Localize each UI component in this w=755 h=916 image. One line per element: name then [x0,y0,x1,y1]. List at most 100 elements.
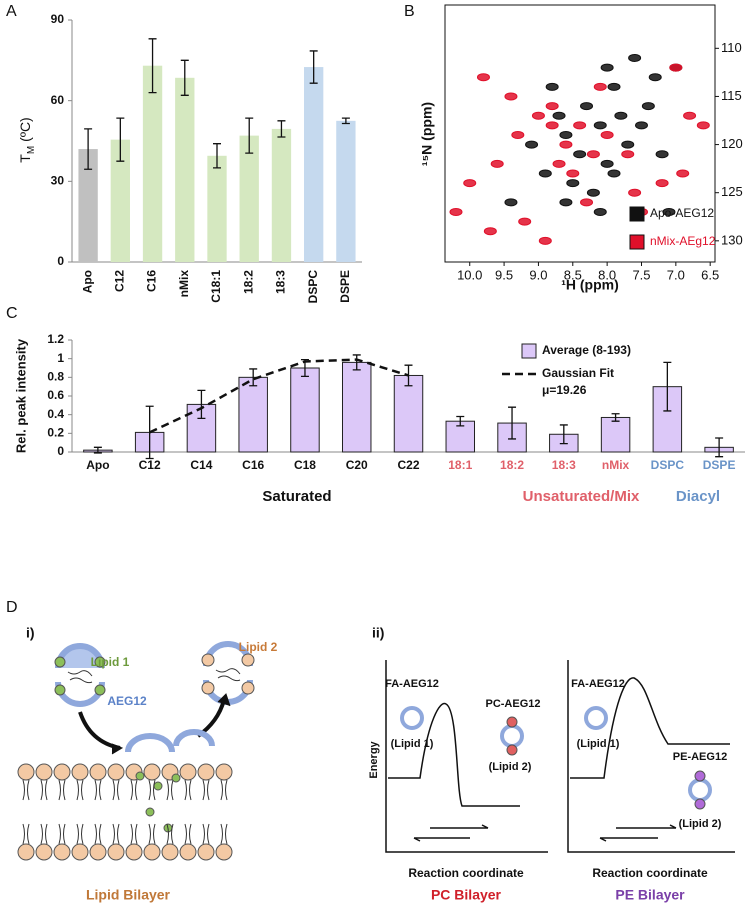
error-bar [277,120,286,138]
x-tick-label: 18:2 [241,270,255,294]
bar [238,376,268,453]
peak [518,217,532,226]
error-bar [213,143,221,169]
y-tick-label: 115 [721,88,742,103]
peak [580,102,594,111]
fit-line [149,358,409,434]
bar [600,416,631,453]
x-tick-label: C14 [190,458,212,472]
x-axis-label: Reaction coordinate [408,866,524,880]
x-tick-label: 6.5 [701,267,719,282]
peak [552,159,566,168]
y-tick-label: 125 [721,184,743,199]
bar [393,374,424,453]
annotation: μ=19.26 [542,383,587,397]
bar [142,65,163,262]
peak [566,169,580,178]
peak [628,188,642,197]
lipid-head [35,763,53,781]
lipid-head [17,843,35,861]
peak [559,198,573,207]
lipid-tail [202,779,210,845]
y-tick-label: 0 [57,444,64,458]
peak [490,159,504,168]
lipid-head [17,763,35,781]
error-bar [611,413,620,422]
y-axis-label: Energy [368,740,380,778]
peak [621,150,635,159]
x-tick-label: 10.0 [457,267,482,282]
lipid-tail [76,779,84,845]
bar [207,155,227,262]
lipid-head [89,763,107,781]
peak [628,53,642,62]
error-bar [180,59,189,96]
bar [304,67,324,262]
error-bar [663,361,672,412]
peak [573,121,587,130]
y-tick-label: 130 [721,232,743,247]
x-tick-label: 18:1 [448,458,472,472]
peak [511,130,525,139]
peak [600,130,614,139]
lipid-head [71,843,89,861]
peak [545,102,559,111]
x-tick-label: 8.5 [564,267,582,282]
legend-label: Average (8-193) [542,343,631,357]
peak [600,159,614,168]
error-bar [249,368,258,387]
y-label: T [17,154,33,163]
legend-label: nMix-AEg12 [650,234,716,248]
x-tick-label: DSPC [651,458,685,472]
peak [607,169,621,178]
diagram-i [17,641,255,861]
y-tick-label: 90 [51,12,65,26]
peak [669,63,683,72]
x-axis-label: ¹H (ppm) [561,277,619,293]
peak [573,150,587,159]
bar [271,128,292,262]
error-bar [715,437,724,458]
x-tick-label: 18:2 [500,458,524,472]
y-axis-label: TM (ºC) [17,117,37,162]
lipid-tail [94,779,102,845]
lipid-head [125,843,143,861]
lipid-tail [220,779,228,845]
peak [538,236,552,245]
peak [531,111,545,120]
lipid-tail [184,779,192,845]
x-tick-label: 18:3 [552,458,576,472]
peak [648,73,662,82]
x-axis-label: Reaction coordinate [592,866,708,880]
x-tick-label: C12 [113,270,127,292]
lipid-tail [40,779,48,845]
y-tick-label: 1 [57,351,64,365]
error-bar [116,117,125,162]
peak [662,207,676,216]
lipid-head [215,763,233,781]
lipid1-insert [135,771,145,781]
lipid-head [197,843,215,861]
y-tick-label: 0.6 [47,388,64,402]
lipid-head [53,763,71,781]
bar [239,135,259,262]
caption: PE Bilayer [615,887,685,903]
panel-label: D [6,599,18,616]
lipid2-label: Lipid 2 [239,640,278,654]
x-tick-label: Apo [86,458,109,472]
bar [175,77,195,262]
y-label-sub: M [26,146,37,154]
lipid-head [107,843,125,861]
x-tick-label: 9.5 [495,267,513,282]
y-tick-label: 0.2 [47,426,64,440]
peak [476,73,490,82]
lipid1-insert [171,773,181,783]
legend-swatch [521,343,537,359]
lipid-tail [166,779,174,845]
state-label: (Lipid 1) [577,738,620,750]
lipid-head [197,763,215,781]
lipid-head [35,843,53,861]
lipid-head [53,843,71,861]
lipid-head [179,763,197,781]
lipid-head [161,843,179,861]
